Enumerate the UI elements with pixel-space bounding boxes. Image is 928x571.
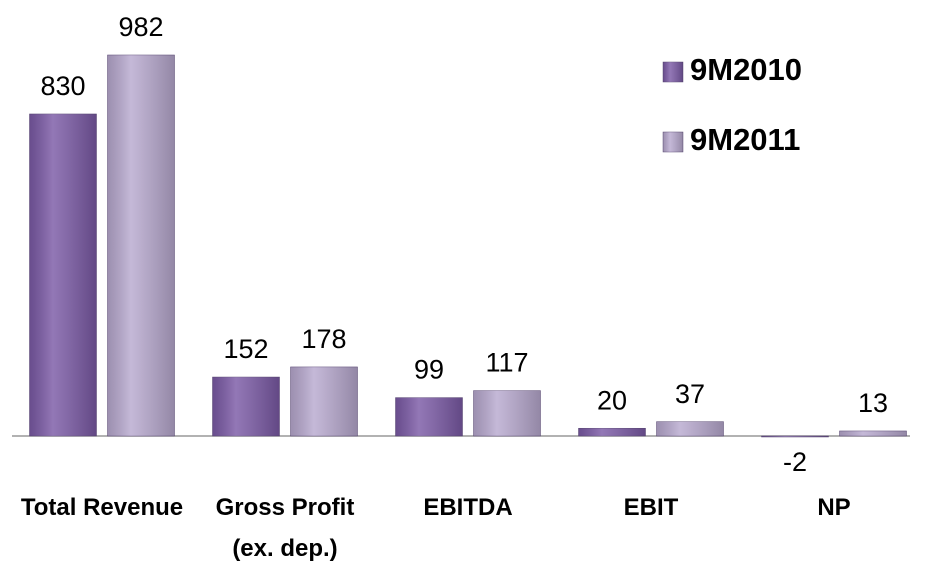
bar <box>656 421 724 437</box>
value-label: 20 <box>597 385 627 415</box>
bar <box>29 113 97 437</box>
value-label: 830 <box>40 71 85 101</box>
value-label: -2 <box>783 447 807 477</box>
value-label: 13 <box>858 388 888 418</box>
bar <box>107 54 175 437</box>
bar <box>290 366 358 437</box>
bar <box>395 397 463 437</box>
x-tick-label: NP <box>817 494 851 521</box>
legend-shine <box>663 132 683 152</box>
value-label: 178 <box>301 324 346 354</box>
bar <box>212 376 280 437</box>
legend-label: 9M2011 <box>690 122 800 157</box>
value-label: 152 <box>223 334 268 364</box>
value-label: 37 <box>675 379 705 409</box>
legend-label: 9M2010 <box>690 52 802 87</box>
x-tick-label: Gross Profit (ex. dep.) <box>215 494 355 562</box>
bar <box>839 430 907 437</box>
value-label: 117 <box>485 348 528 378</box>
x-tick-label: Total Revenue <box>20 494 184 521</box>
x-tick-label: EBITDA <box>423 494 513 521</box>
legend-shine <box>663 62 683 82</box>
value-label: 99 <box>414 355 444 385</box>
bar <box>761 435 829 438</box>
bar <box>578 427 646 437</box>
bar <box>473 390 541 437</box>
x-tick-label: EBIT <box>623 494 679 521</box>
value-label: 982 <box>118 12 163 42</box>
